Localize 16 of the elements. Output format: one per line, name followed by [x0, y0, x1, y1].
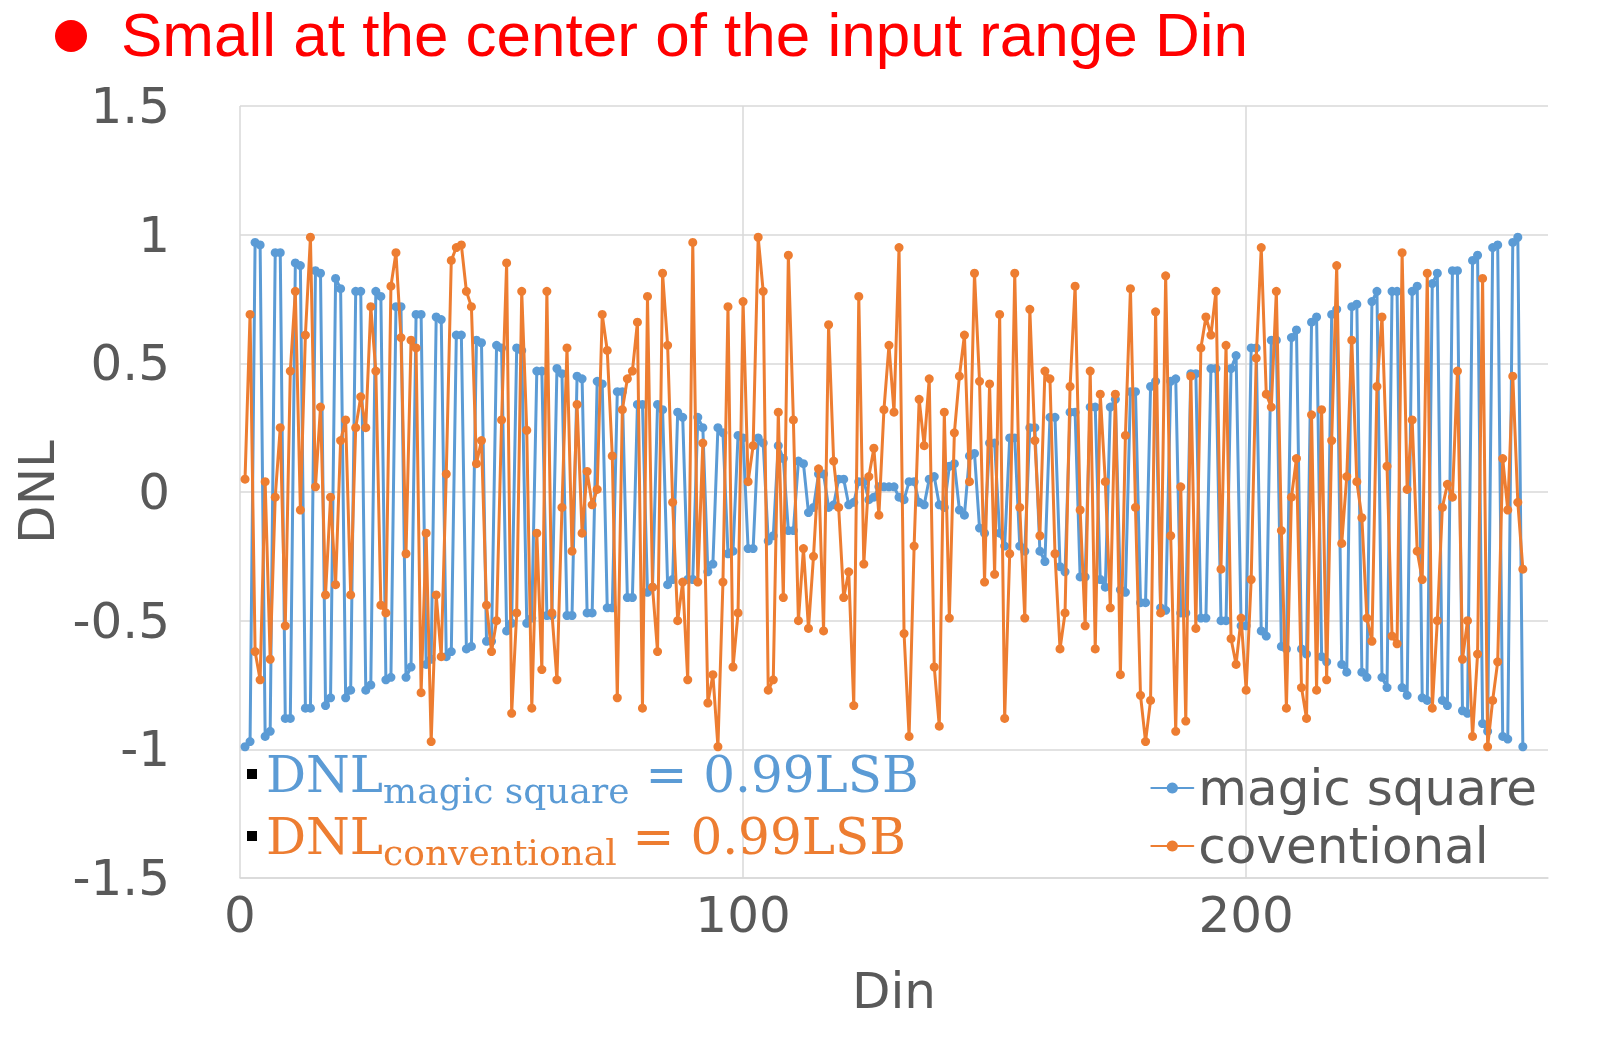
y-tick-label: 1	[138, 205, 170, 264]
y-tick-label: 0.5	[90, 334, 170, 393]
chart-title: Small at the center of the input range Din	[121, 0, 1248, 69]
x-tick-label: 0	[224, 886, 256, 944]
legend-label: magic square	[1198, 759, 1538, 817]
y-tick-label: -0.5	[72, 591, 170, 650]
y-axis-title: DNL	[7, 439, 66, 544]
annotation: DNL$_{magic square}$ = 0.99LSB	[266, 746, 919, 811]
x-tick-label: 200	[1198, 886, 1294, 944]
x-tick-label: 100	[695, 886, 791, 944]
y-tick-label: 0	[138, 463, 170, 521]
y-tick-label: 1.5	[90, 77, 170, 135]
legend-label: coventional	[1198, 817, 1489, 875]
y-tick-label: -1	[120, 720, 170, 779]
y-tick-label: -1.5	[72, 849, 170, 907]
x-axis-title: Din	[851, 962, 937, 1020]
